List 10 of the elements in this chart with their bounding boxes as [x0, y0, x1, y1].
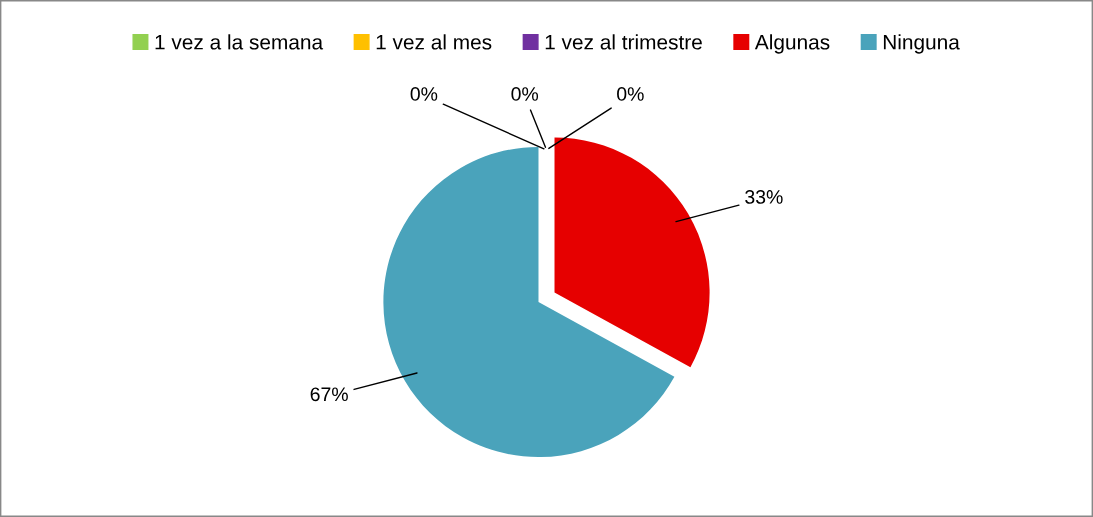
legend-label: 1 vez a la semana [155, 34, 324, 50]
data-label: 33% [745, 190, 783, 204]
text: 0% [511, 87, 539, 101]
legend-label: 1 vez al trimestre [545, 34, 702, 50]
data-label: 67% [310, 387, 348, 402]
legend-label: Algunas [754, 34, 830, 54]
legend-label: Ninguna [883, 34, 960, 54]
text: 0% [410, 87, 438, 101]
legend-label: 1 vez al mes [376, 34, 492, 50]
text: 0% [617, 87, 644, 101]
